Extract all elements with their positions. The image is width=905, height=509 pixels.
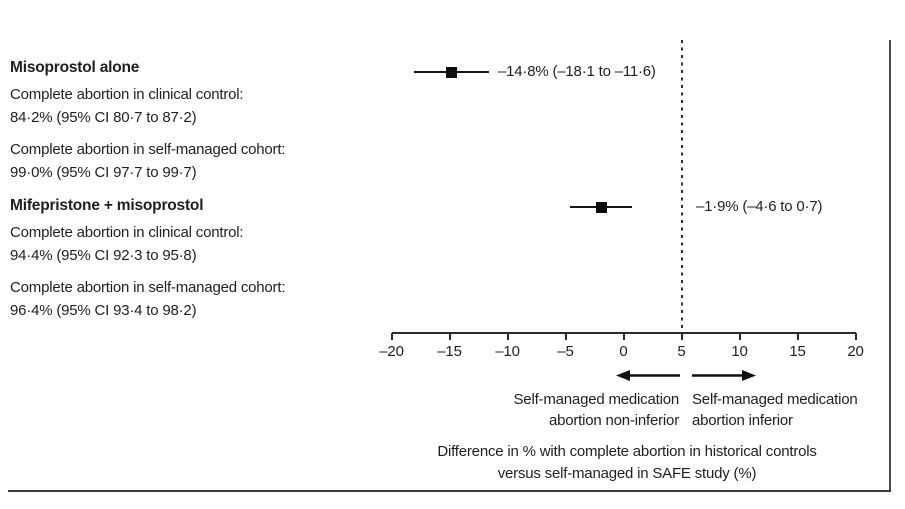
group-misoprostol-alone: Misoprostol alone Complete abortion in c… bbox=[10, 57, 380, 193]
x-axis-tick bbox=[564, 333, 567, 340]
arrow-right-icon bbox=[692, 370, 756, 381]
x-axis-tick bbox=[738, 333, 741, 340]
ci-annotation: –1·9% (–4·6 to 0·7) bbox=[696, 198, 823, 215]
stat-value: 96·4% (95% CI 93·4 to 98·2) bbox=[10, 302, 197, 319]
x-axis-tick bbox=[680, 333, 683, 340]
stat-label: Complete abortion in self-managed cohort… bbox=[10, 141, 286, 158]
x-axis-caption: Difference in % with complete abortion i… bbox=[357, 441, 897, 485]
stat-pair: Complete abortion in self-managed cohort… bbox=[10, 138, 380, 184]
inferior-label-line1: Self-managed medication bbox=[692, 391, 858, 408]
stat-pair: Complete abortion in clinical control: 8… bbox=[10, 83, 380, 129]
x-axis-tick-label: 20 bbox=[847, 343, 864, 360]
x-axis-tick-label: 15 bbox=[789, 343, 806, 360]
group-title: Misoprostol alone bbox=[10, 59, 140, 76]
group-title: Mifepristone + misoprostol bbox=[10, 197, 204, 214]
x-axis-tick bbox=[448, 333, 451, 340]
figure-frame-right bbox=[889, 40, 891, 492]
point-estimate-marker bbox=[595, 201, 607, 213]
group-mifepristone-misoprostol: Mifepristone + misoprostol Complete abor… bbox=[10, 195, 380, 331]
x-axis-tick bbox=[390, 333, 393, 340]
inferior-label: Self-managed medication abortion inferio… bbox=[692, 389, 905, 431]
x-axis-tick bbox=[854, 333, 857, 340]
stat-value: 84·2% (95% CI 80·7 to 87·2) bbox=[10, 109, 197, 126]
x-axis-tick bbox=[506, 333, 509, 340]
stat-value: 99·0% (95% CI 97·7 to 99·7) bbox=[10, 164, 197, 181]
x-axis-tick-label: –5 bbox=[557, 343, 574, 360]
stat-value: 94·4% (95% CI 92·3 to 95·8) bbox=[10, 247, 197, 264]
x-axis-caption-line2: versus self-managed in SAFE study (%) bbox=[497, 465, 757, 482]
x-axis-tick bbox=[622, 333, 625, 340]
x-axis-caption-line1: Difference in % with complete abortion i… bbox=[437, 443, 817, 460]
x-axis-tick-label: 5 bbox=[677, 343, 686, 360]
stat-label: Complete abortion in clinical control: bbox=[10, 86, 244, 103]
stat-pair: Complete abortion in self-managed cohort… bbox=[10, 276, 380, 322]
stat-label: Complete abortion in self-managed cohort… bbox=[10, 279, 286, 296]
ci-annotation: –14·8% (–18·1 to –11·6) bbox=[498, 63, 656, 80]
x-axis-tick-label: 10 bbox=[731, 343, 748, 360]
non-inferior-label: Self-managed medication abortion non-inf… bbox=[429, 389, 680, 431]
figure-frame-bottom bbox=[8, 490, 891, 492]
x-axis-tick-label: –20 bbox=[379, 343, 404, 360]
stat-pair: Complete abortion in clinical control: 9… bbox=[10, 221, 380, 267]
stat-label: Complete abortion in clinical control: bbox=[10, 224, 244, 241]
point-estimate-marker bbox=[446, 66, 458, 78]
non-inferior-label-line2: abortion non-inferior bbox=[548, 412, 679, 429]
arrow-left-icon bbox=[616, 370, 680, 381]
x-axis-tick-label: 0 bbox=[619, 343, 628, 360]
noninferiority-margin-line bbox=[680, 40, 683, 332]
non-inferior-label-line1: Self-managed medication bbox=[513, 391, 680, 408]
inferior-label-line2: abortion inferior bbox=[692, 412, 793, 429]
x-axis-tick-label: –15 bbox=[437, 343, 462, 360]
x-axis-tick bbox=[796, 333, 799, 340]
x-axis-tick-label: –10 bbox=[495, 343, 520, 360]
